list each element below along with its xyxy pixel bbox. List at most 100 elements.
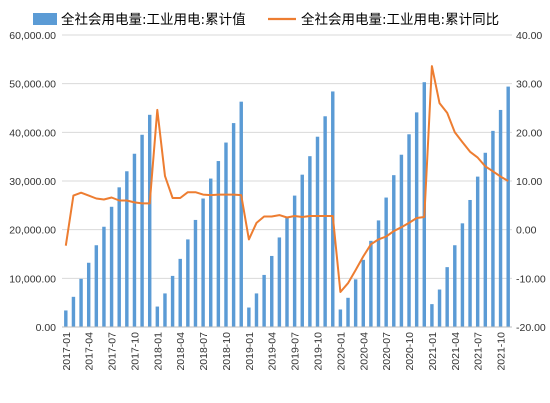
bar (186, 239, 190, 327)
left-tick-label: 40,000.00 (9, 127, 56, 139)
bar (369, 240, 373, 327)
bar (64, 310, 68, 327)
right-tick-label: -10.00 (516, 273, 546, 285)
bar (285, 217, 289, 327)
bar (475, 176, 480, 327)
right-tick-label: 30.00 (516, 79, 542, 91)
bar (163, 293, 167, 327)
x-tick-label: 2017-04 (84, 332, 96, 371)
bar (86, 262, 91, 327)
bar (414, 112, 419, 327)
x-tick-label: 2019-10 (313, 332, 325, 371)
bar (147, 114, 152, 328)
bar (247, 307, 251, 327)
right-tick-label: 10.00 (516, 176, 542, 188)
x-tick-label: 2021-10 (496, 332, 508, 371)
bar (216, 161, 221, 327)
x-tick-label: 2017-07 (107, 332, 119, 371)
bar (292, 195, 297, 327)
bar (170, 275, 175, 327)
bar (399, 154, 404, 327)
bar (79, 278, 83, 327)
x-axis-ticks: 2017-01 2017-04 2017-07 2017-10 2018-01 2018-… (61, 332, 508, 371)
bar (178, 258, 182, 327)
line-series (64, 65, 509, 293)
bar (491, 130, 495, 327)
legend: 全社会用电量:工业用电:累计值 全社会用电量:工业用电:累计同比 (33, 11, 499, 28)
bar-series (64, 82, 510, 328)
bar (277, 237, 282, 327)
bar (323, 116, 327, 327)
bar (231, 123, 236, 327)
bar (460, 223, 465, 327)
right-tick-label: 40.00 (516, 30, 542, 42)
x-tick-label: 2018-10 (221, 332, 233, 371)
x-tick-label: 2019-07 (290, 332, 302, 371)
left-tick-label: 30,000.00 (9, 176, 56, 188)
bar (132, 153, 137, 327)
left-tick-label: 10,000.00 (9, 273, 56, 285)
bar (331, 91, 335, 327)
bar (437, 289, 442, 327)
bar (506, 86, 510, 327)
bar (468, 199, 472, 327)
bar (376, 220, 381, 327)
bar (445, 267, 449, 327)
left-axis-ticks: 0.00 10,000.00 20,000.00 30,000.00 40,000.00… (9, 30, 56, 334)
bar (384, 197, 388, 327)
bar (338, 309, 343, 327)
legend-bar-swatch (33, 13, 57, 25)
series-line (64, 65, 509, 293)
bar (155, 306, 160, 327)
x-tick-label: 2020-04 (358, 332, 370, 371)
bar (71, 296, 76, 327)
bar (109, 206, 114, 327)
left-tick-label: 0.00 (36, 322, 57, 334)
bar (353, 279, 358, 327)
bar (224, 142, 228, 327)
bar (239, 101, 243, 327)
x-tick-label: 2019-01 (244, 332, 256, 371)
bar (94, 245, 99, 327)
x-tick-label: 2021-07 (473, 332, 485, 371)
legend-bar-label: 全社会用电量:工业用电:累计值 (61, 11, 246, 28)
bar (125, 171, 129, 327)
bar (483, 152, 488, 327)
bar (193, 219, 198, 327)
right-axis-ticks: -20.00 -10.00 0.00 10.00 20.00 30.00 40.00 (516, 30, 546, 334)
bar (140, 134, 144, 327)
bar (361, 259, 365, 327)
x-tick-label: 2021-01 (427, 332, 439, 371)
x-tick-label: 2017-01 (61, 332, 73, 371)
bar (315, 136, 320, 327)
bar (453, 245, 457, 327)
bar (262, 274, 266, 327)
x-tick-label: 2019-04 (267, 332, 279, 371)
bar (430, 304, 434, 327)
bar (201, 198, 205, 327)
bar (498, 109, 503, 328)
right-tick-label: 20.00 (516, 127, 542, 139)
x-tick-label: 2020-01 (335, 332, 347, 371)
x-tick-label: 2018-07 (198, 332, 210, 371)
x-tick-label: 2020-07 (381, 332, 393, 371)
x-tick-label: 2021-04 (450, 332, 462, 371)
bar (209, 178, 213, 327)
left-tick-label: 20,000.00 (9, 225, 56, 237)
right-tick-label: 0.00 (516, 225, 537, 237)
bar (117, 187, 121, 327)
x-tick-label: 2020-10 (404, 332, 416, 371)
x-tick-label: 2018-01 (152, 332, 164, 371)
x-tick-label: 2017-10 (129, 332, 141, 371)
bar (254, 293, 259, 327)
bar (346, 297, 350, 327)
bar (270, 255, 274, 327)
bar (102, 226, 106, 327)
left-tick-label: 60,000.00 (9, 30, 56, 42)
right-tick-label: -20.00 (516, 322, 546, 334)
legend-line-label: 全社会用电量:工业用电:累计同比 (301, 11, 499, 28)
bar (300, 174, 304, 327)
left-tick-label: 50,000.00 (9, 79, 56, 91)
bar (308, 156, 312, 327)
